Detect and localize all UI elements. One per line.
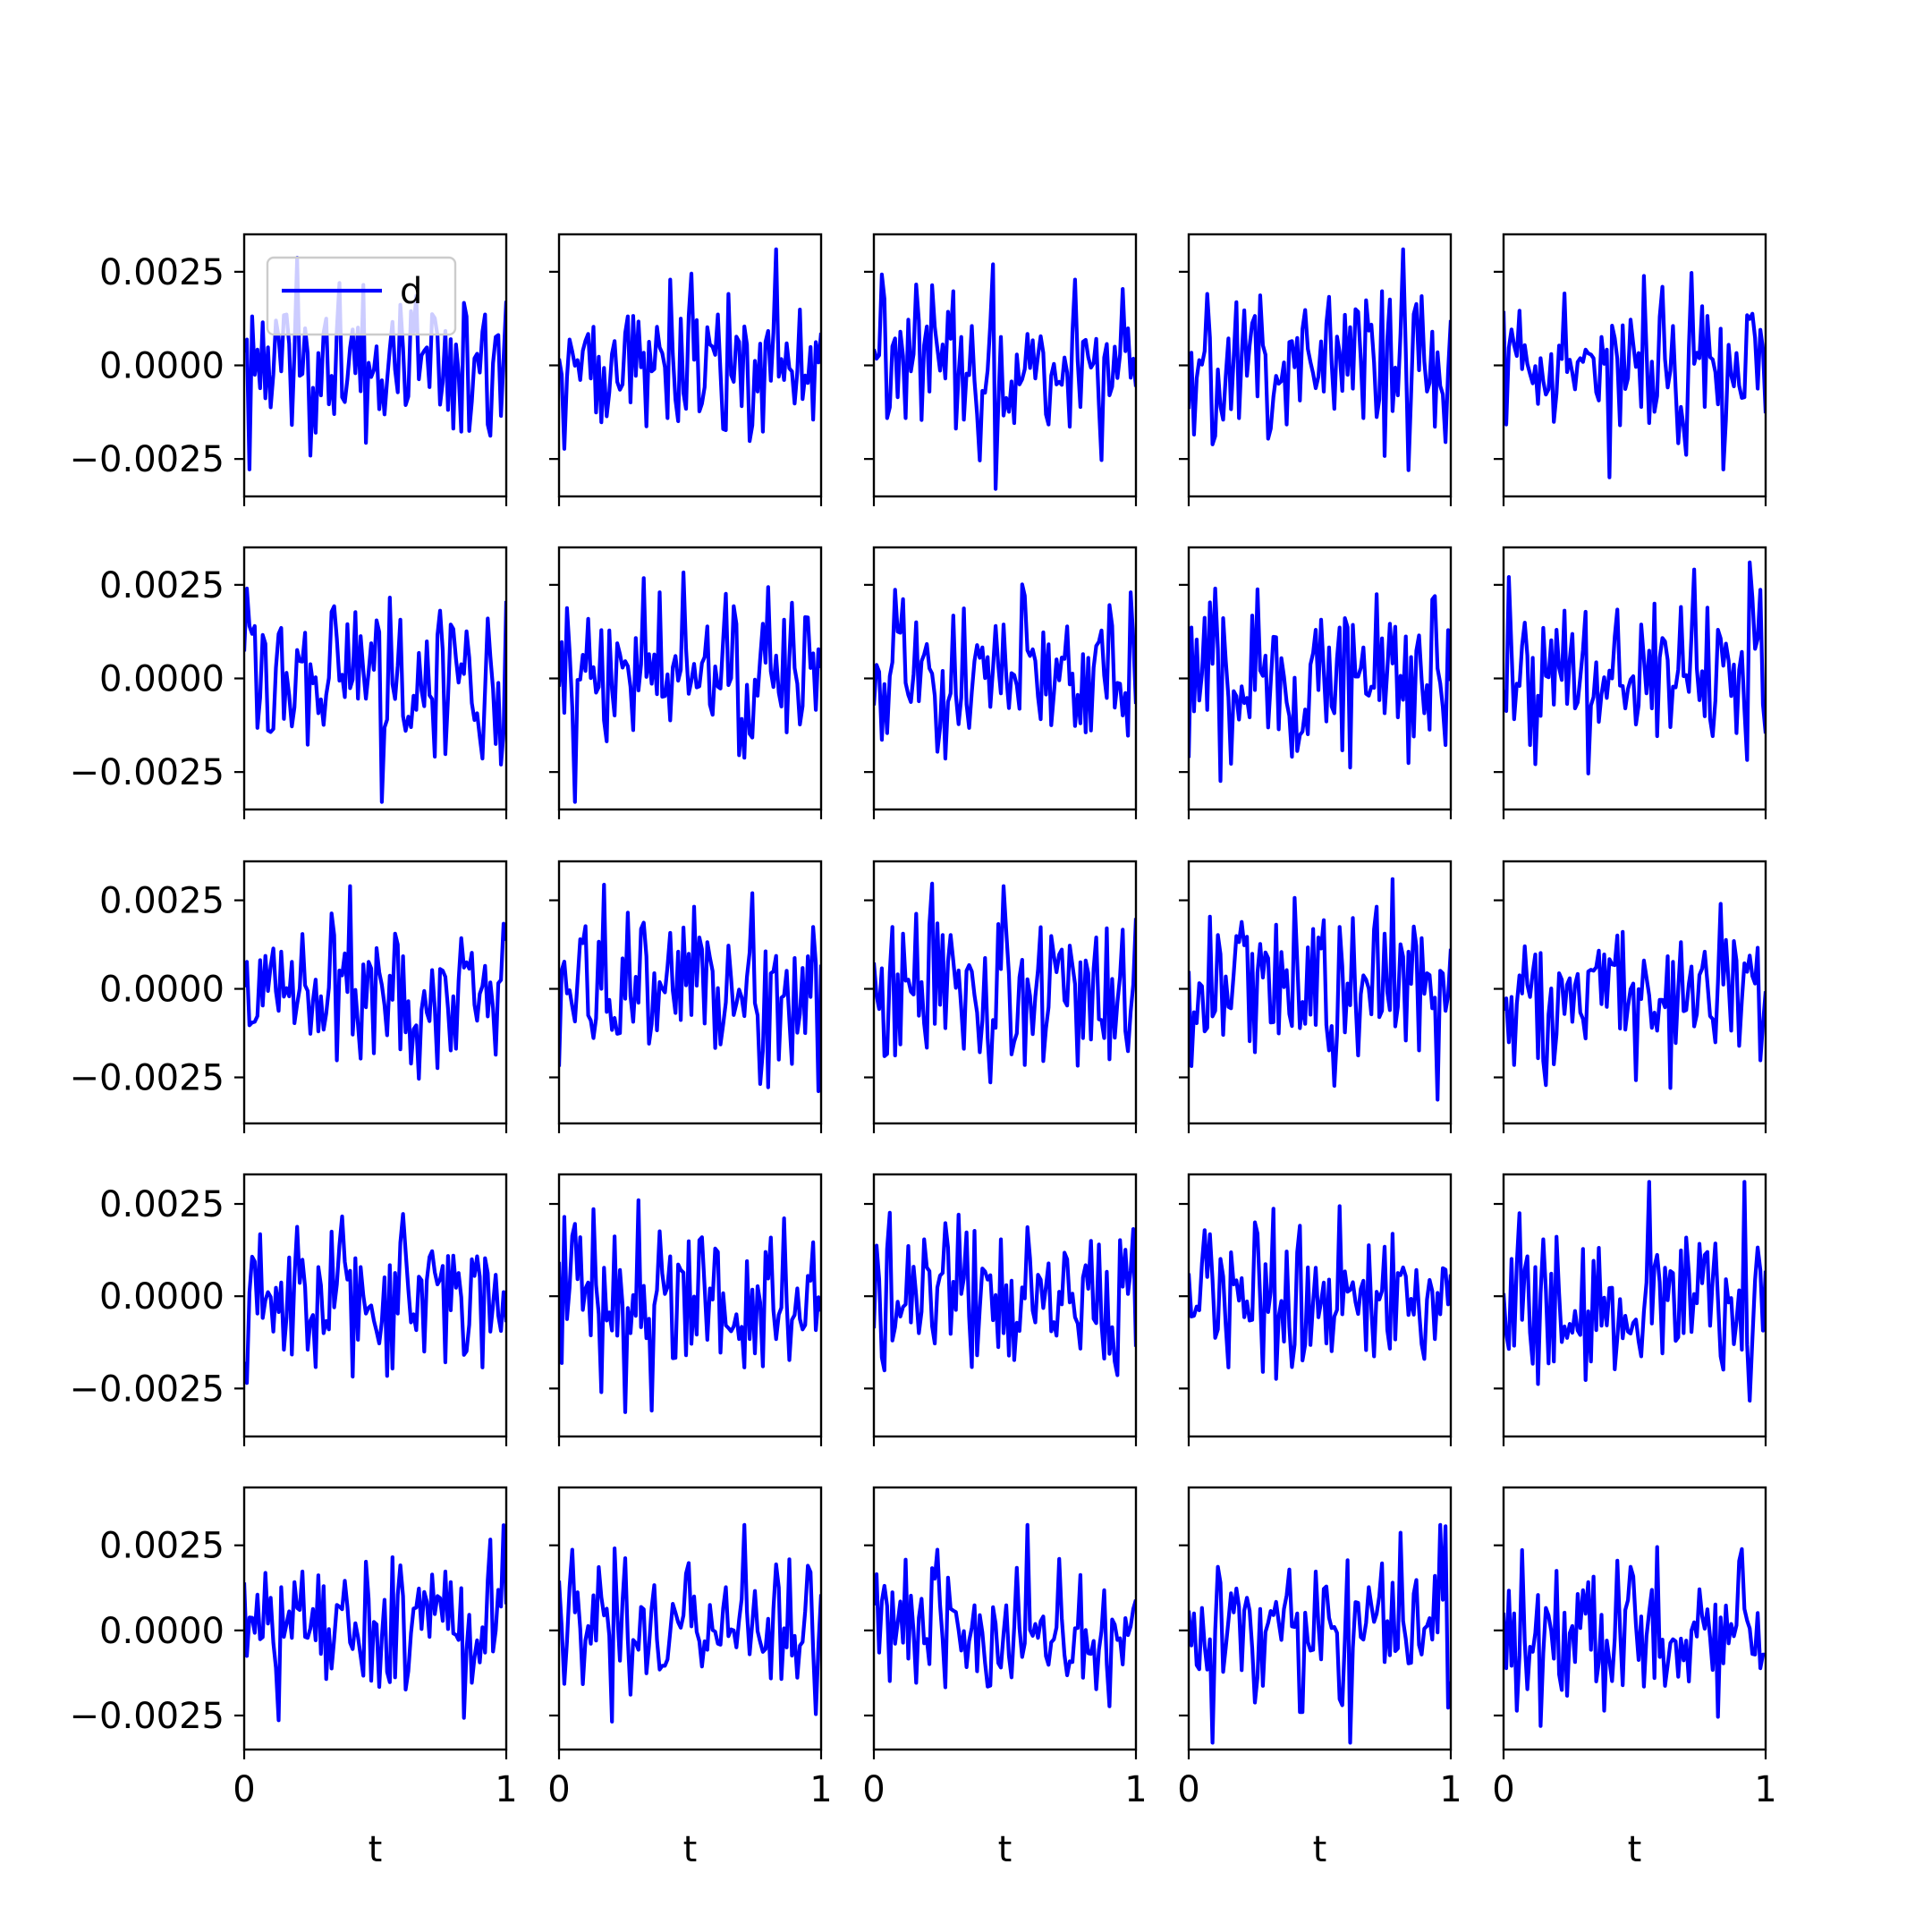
x-tick-label-c3-0: 0 bbox=[862, 1769, 885, 1810]
series-line-d-r3-c2 bbox=[559, 883, 821, 1094]
axes-frame-r3-c4 bbox=[1187, 860, 1453, 1125]
x-tick-label-c5-1: 1 bbox=[1754, 1769, 1776, 1810]
subplot-r1-c3 bbox=[864, 233, 1138, 506]
subplot-r3-c4 bbox=[1179, 860, 1453, 1133]
series-line-d-r5-c5 bbox=[1504, 1545, 1766, 1728]
y-tick-label-r5-1: 0.0000 bbox=[99, 1611, 225, 1652]
series-line-d-r1-c4 bbox=[1189, 247, 1451, 472]
subplot-r4-c1: 0.0025 0.0000 −0.0025 bbox=[70, 1173, 508, 1446]
series-line-d-r4-c2 bbox=[559, 1198, 821, 1414]
y-tick-label-r3-2: −0.0025 bbox=[70, 1058, 225, 1099]
axes-frame-r5-c3 bbox=[872, 1486, 1138, 1751]
x-tick-label-c1-1: 1 bbox=[495, 1769, 517, 1810]
series-line-d-r1-c5 bbox=[1504, 271, 1766, 479]
y-tick-label-r3-0: 0.0025 bbox=[99, 881, 225, 922]
series-line-d-r5-c1 bbox=[244, 1523, 506, 1723]
legend: d bbox=[266, 256, 457, 336]
subplot-r4-c5 bbox=[1494, 1173, 1767, 1446]
legend-box bbox=[266, 256, 457, 336]
legend-label-d: d bbox=[400, 271, 422, 312]
axes-frame-r3-c3 bbox=[872, 860, 1138, 1125]
series-line-d-r3-c4 bbox=[1189, 877, 1451, 1102]
x-tick-label-c4-0: 0 bbox=[1177, 1769, 1199, 1810]
subplot-grid: 0.00250.0000−0.00250.00250.0000−0.00250.… bbox=[70, 233, 1777, 1870]
subplot-r2-c5 bbox=[1494, 546, 1767, 819]
series-line-d-r1-c2 bbox=[559, 247, 821, 451]
series-line-d-r3-c5 bbox=[1504, 902, 1766, 1090]
axes-frame-r4-c2 bbox=[557, 1173, 823, 1438]
axes-frame-r4-c5 bbox=[1502, 1173, 1767, 1438]
series-line-d-r2-c1 bbox=[244, 586, 506, 804]
series-line-d-r4-c5 bbox=[1504, 1180, 1766, 1403]
series-line-d-r4-c3 bbox=[874, 1210, 1136, 1377]
subplot-r3-c1: 0.0025 0.0000 −0.0025 bbox=[70, 860, 508, 1133]
x-tick-label-c2-1: 1 bbox=[809, 1769, 832, 1810]
subplot-r5-c2: 0 1 t bbox=[547, 1486, 833, 1870]
axes-frame-r3-c5 bbox=[1502, 860, 1767, 1125]
x-tick-label-c3-1: 1 bbox=[1124, 1769, 1147, 1810]
subplot-r4-c3 bbox=[864, 1173, 1138, 1446]
subplot-r1-c4 bbox=[1179, 233, 1453, 506]
axes-frame-r4-c3 bbox=[872, 1173, 1138, 1438]
series-line-d-r5-c3 bbox=[874, 1522, 1136, 1708]
y-tick-label-r2-1: 0.0000 bbox=[99, 659, 225, 700]
subplot-r2-c1: 0.0025 0.0000 −0.0025 bbox=[70, 546, 508, 819]
x-axis-label-c1: t bbox=[369, 1829, 383, 1870]
y-tick-label-r1-0: 0.0025 bbox=[99, 252, 225, 293]
y-tick-label-r4-1: 0.0000 bbox=[99, 1276, 225, 1318]
axes-frame-r4-c4 bbox=[1187, 1173, 1453, 1438]
subplot-r1-c5 bbox=[1494, 233, 1767, 506]
x-axis-label-c3: t bbox=[998, 1829, 1013, 1870]
subplot-r1-c2 bbox=[549, 233, 823, 506]
series-line-d-r5-c4 bbox=[1189, 1522, 1451, 1745]
series-line-d-r3-c1 bbox=[244, 884, 506, 1081]
subplot-r2-c2 bbox=[549, 546, 823, 819]
y-tick-label-r4-0: 0.0025 bbox=[99, 1184, 225, 1225]
y-tick-label-r1-1: 0.0000 bbox=[99, 346, 225, 387]
subplot-r2-c3 bbox=[864, 546, 1138, 819]
subplot-r5-c5: 0 1 t bbox=[1492, 1486, 1777, 1870]
y-tick-label-r5-0: 0.0025 bbox=[99, 1526, 225, 1567]
x-axis-label-c4: t bbox=[1313, 1829, 1327, 1870]
series-line-d-r2-c5 bbox=[1504, 560, 1766, 775]
x-tick-label-c5-0: 0 bbox=[1492, 1769, 1514, 1810]
subplot-r5-c3: 0 1 t bbox=[862, 1486, 1148, 1870]
y-tick-label-r1-2: −0.0025 bbox=[70, 439, 225, 480]
series-line-d-r3-c3 bbox=[874, 881, 1136, 1085]
x-tick-label-c4-1: 1 bbox=[1439, 1769, 1462, 1810]
x-tick-label-c2-0: 0 bbox=[547, 1769, 570, 1810]
series-line-d-r5-c2 bbox=[559, 1522, 821, 1724]
axes-frame-r4-c1 bbox=[242, 1173, 508, 1438]
axes-frame-r5-c1 bbox=[242, 1486, 508, 1751]
subplot-r1-c1: 0.0025 0.0000 −0.0025 bbox=[70, 233, 508, 506]
subplot-r4-c2 bbox=[549, 1173, 823, 1446]
series-line-d-r4-c1 bbox=[244, 1212, 506, 1385]
axes-frame-r3-c2 bbox=[557, 860, 823, 1125]
subplot-r3-c3 bbox=[864, 860, 1138, 1133]
subplot-r4-c4 bbox=[1179, 1173, 1453, 1446]
y-tick-label-r3-1: 0.0000 bbox=[99, 970, 225, 1011]
subplot-r3-c5 bbox=[1494, 860, 1767, 1133]
y-tick-label-r4-2: −0.0025 bbox=[70, 1368, 225, 1410]
series-line-d-r2-c4 bbox=[1189, 586, 1451, 784]
subplot-r2-c4 bbox=[1179, 546, 1453, 819]
axes-frame-r5-c4 bbox=[1187, 1486, 1453, 1751]
y-tick-label-r2-0: 0.0025 bbox=[99, 565, 225, 606]
axes-frame-r3-c1 bbox=[242, 860, 508, 1125]
series-line-d-r2-c2 bbox=[559, 570, 821, 804]
subplot-r5-c4: 0 1 t bbox=[1177, 1486, 1462, 1870]
y-tick-label-r5-2: −0.0025 bbox=[70, 1696, 225, 1737]
subplot-r3-c2 bbox=[549, 860, 823, 1133]
x-axis-label-c5: t bbox=[1628, 1829, 1642, 1870]
series-line-d-r4-c4 bbox=[1189, 1204, 1451, 1381]
axes-frame-r5-c2 bbox=[557, 1486, 823, 1751]
series-line-d-r1-c3 bbox=[874, 262, 1136, 491]
series-line-d-r2-c3 bbox=[874, 582, 1136, 761]
axes-frame-r5-c5 bbox=[1502, 1486, 1767, 1751]
x-axis-label-c2: t bbox=[683, 1829, 698, 1870]
x-tick-label-c1-0: 0 bbox=[233, 1769, 255, 1810]
y-tick-label-r2-2: −0.0025 bbox=[70, 752, 225, 793]
